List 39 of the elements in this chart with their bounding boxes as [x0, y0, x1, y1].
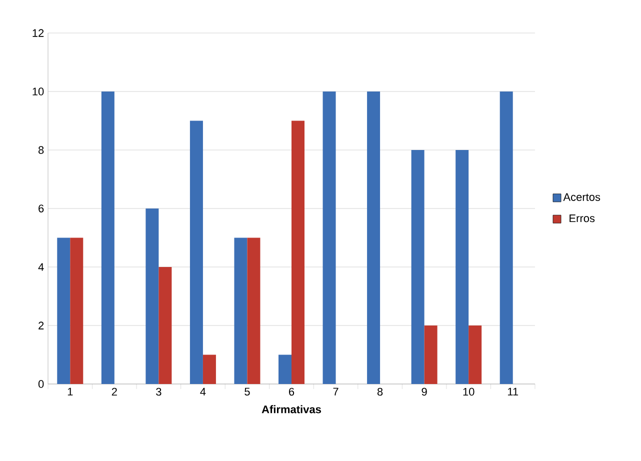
x-tick-label: 9: [422, 388, 427, 396]
x-tick-label: 6: [289, 388, 294, 396]
bar: [234, 238, 248, 384]
bar: [278, 354, 292, 384]
bar: [322, 92, 336, 384]
bar: [101, 92, 114, 384]
x-tick-label: 11: [508, 388, 518, 396]
y-tick-label: 0: [38, 380, 44, 388]
bar: [146, 208, 159, 384]
y-tick-label: 2: [38, 322, 44, 330]
y-tick-label: 6: [38, 204, 44, 212]
bar: [70, 238, 84, 384]
x-tick-label: 8: [377, 388, 383, 396]
bar: [202, 354, 216, 384]
bar: [190, 120, 203, 384]
x-tick-label: 4: [200, 388, 206, 396]
x-axis-title: Afirmativas: [262, 405, 321, 414]
y-tick-label: 10: [32, 88, 44, 96]
bar: [57, 238, 70, 384]
x-tick-label: 5: [244, 388, 250, 396]
x-tick-label: 1: [68, 388, 73, 396]
x-tick-label: 7: [333, 388, 338, 396]
bar: [411, 150, 424, 384]
legend-label: Acertos: [563, 193, 600, 201]
legend-label: Erros: [570, 214, 595, 222]
y-tick-label: 8: [38, 146, 44, 154]
x-tick-label: 10: [463, 388, 474, 396]
bar: [247, 238, 260, 384]
bar: [468, 325, 482, 384]
bar: [500, 92, 513, 384]
bar: [424, 325, 438, 384]
bar: [158, 266, 172, 384]
bar: [456, 150, 469, 384]
y-tick-label: 4: [38, 263, 44, 271]
bar: [292, 120, 305, 384]
y-tick-label: 12: [32, 29, 44, 37]
x-tick-label: 2: [112, 388, 117, 396]
bar: [367, 92, 380, 384]
x-tick-label: 3: [156, 388, 162, 396]
